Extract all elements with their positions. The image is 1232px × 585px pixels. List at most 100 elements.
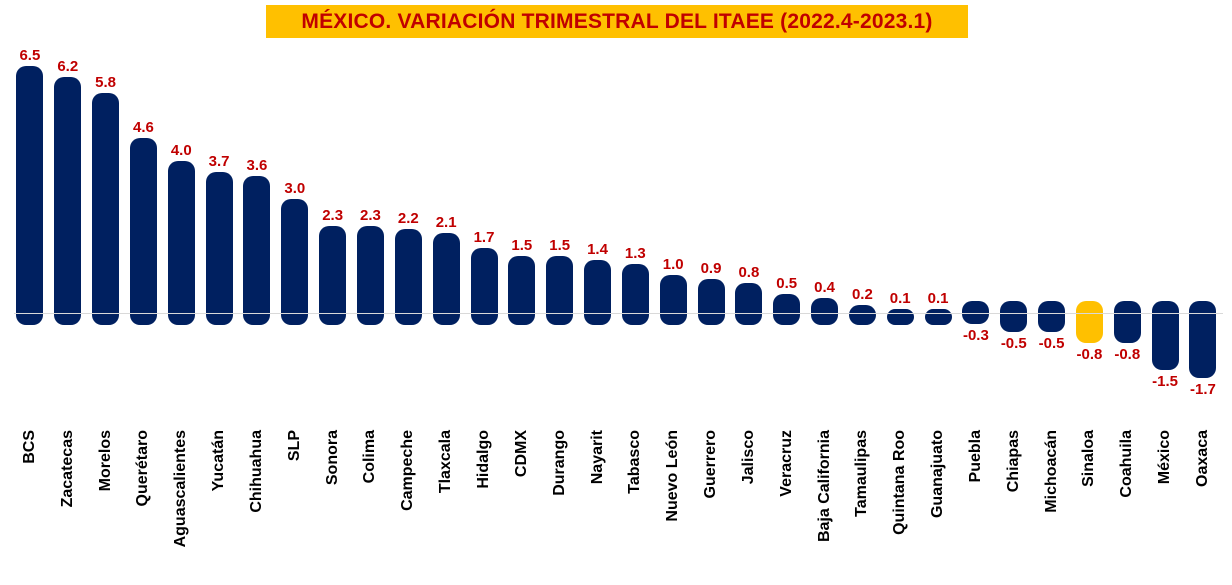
- category-label: Coahuila: [1118, 430, 1136, 498]
- value-label: 1.3: [624, 244, 646, 262]
- chart-title: MÉXICO. VARIACIÓN TRIMESTRAL DEL ITAEE (…: [266, 5, 968, 38]
- bar-michoacán: [1038, 301, 1066, 332]
- category-label: Aguascalientes: [172, 430, 190, 548]
- value-label: 0.1: [889, 290, 911, 308]
- bar-morelos: [92, 92, 120, 325]
- category-label: Oaxaca: [1193, 430, 1211, 487]
- value-label: 5.8: [95, 73, 117, 91]
- bar-tlaxcala: [432, 233, 460, 325]
- bar-colima: [356, 225, 384, 325]
- value-label: 0.8: [738, 263, 760, 281]
- bar-tabasco: [621, 263, 649, 325]
- category-label-cell: Guanajuato: [919, 430, 957, 582]
- bar-guanajuato: [924, 309, 952, 325]
- category-label-cell: Baja California: [806, 430, 844, 582]
- category-label-cell: Puebla: [957, 430, 995, 582]
- category-label: Guanajuato: [929, 430, 947, 519]
- bar-cdmx: [508, 256, 536, 325]
- category-label: CDMX: [512, 430, 530, 478]
- bar-yucatán: [205, 172, 233, 325]
- value-label: -1.5: [1152, 373, 1179, 390]
- category-label: Morelos: [96, 430, 114, 492]
- bar-coahuila: [1113, 301, 1141, 344]
- value-label: 2.1: [435, 214, 457, 232]
- category-label-cell: Coahuila: [1108, 430, 1146, 582]
- category-label-cell: Querétaro: [125, 430, 163, 582]
- value-label: -0.5: [1000, 335, 1027, 352]
- category-label: Quintana Roo: [891, 430, 909, 535]
- bar-puebla: [962, 301, 990, 325]
- category-label-cell: Jalisco: [730, 430, 768, 582]
- category-label: Durango: [550, 430, 568, 496]
- category-label-cell: SLP: [276, 430, 314, 582]
- category-label-cell: Chiapas: [995, 430, 1033, 582]
- category-label-cell: Yucatán: [200, 430, 238, 582]
- value-label: 0.4: [814, 278, 835, 296]
- category-label: Chiapas: [1004, 430, 1022, 493]
- category-label-cell: BCS: [11, 430, 49, 582]
- bar-veracruz: [773, 294, 801, 325]
- category-label-cell: Hidalgo: [465, 430, 503, 582]
- value-label: 1.5: [511, 237, 533, 254]
- value-label: 6.2: [57, 58, 79, 76]
- value-label: 0.1: [927, 290, 949, 308]
- bar-querétaro: [129, 138, 157, 325]
- value-label: 1.5: [549, 237, 571, 254]
- category-label-cell: Tamaulipas: [843, 430, 881, 582]
- category-label-cell: CDMX: [503, 430, 541, 582]
- category-label: México: [1156, 430, 1174, 485]
- value-label: -0.8: [1114, 346, 1141, 364]
- category-label-cell: Sinaloa: [1071, 430, 1109, 582]
- category-label: Hidalgo: [474, 430, 492, 489]
- category-label-cell: Tlaxcala: [427, 430, 465, 582]
- bar-bcs: [16, 66, 44, 325]
- bar-quintana-roo: [886, 309, 914, 325]
- bar-campeche: [394, 229, 422, 325]
- category-label-cell: Guerrero: [692, 430, 730, 582]
- value-label: -0.8: [1076, 346, 1103, 364]
- category-label-cell: Durango: [541, 430, 579, 582]
- value-label: 0.2: [851, 286, 873, 304]
- category-label: Yucatán: [210, 430, 228, 492]
- category-label-cell: Oaxaca: [1184, 430, 1222, 582]
- value-label: 4.0: [170, 142, 192, 159]
- bar-hidalgo: [470, 248, 498, 325]
- bar-durango: [546, 256, 574, 325]
- value-label: 1.0: [662, 256, 684, 273]
- category-label-cell: Morelos: [87, 430, 125, 582]
- bar-baja-california: [811, 297, 839, 325]
- bar-zacatecas: [54, 77, 82, 325]
- value-label: -0.3: [962, 327, 989, 345]
- category-label-cell: Quintana Roo: [881, 430, 919, 582]
- value-label: 3.6: [246, 157, 268, 175]
- category-label-cell: Campeche: [389, 430, 427, 582]
- category-label: Querétaro: [134, 430, 152, 507]
- bar-jalisco: [735, 282, 763, 325]
- category-label-cell: Nayarit: [579, 430, 617, 582]
- category-label: Tamaulipas: [853, 430, 871, 517]
- bar-sonora: [319, 225, 347, 325]
- category-label: Guerrero: [702, 430, 720, 499]
- category-label: Tlaxcala: [437, 430, 455, 494]
- bar-guerrero: [697, 278, 725, 325]
- category-label: Zacatecas: [58, 430, 76, 508]
- category-label: Campeche: [399, 430, 417, 511]
- category-label-cell: Aguascalientes: [162, 430, 200, 582]
- value-label: 3.7: [208, 153, 230, 171]
- category-label: BCS: [20, 430, 38, 464]
- value-label: 3.0: [284, 180, 306, 197]
- bar-tamaulipas: [848, 305, 876, 325]
- category-label-cell: Tabasco: [616, 430, 654, 582]
- category-label: Sinaloa: [1080, 430, 1098, 487]
- bar-méxico: [1151, 301, 1179, 370]
- bar-sinaloa: [1075, 301, 1103, 344]
- category-label: Puebla: [966, 430, 984, 483]
- category-label-cell: Sonora: [314, 430, 352, 582]
- value-label: 0.9: [700, 259, 722, 277]
- value-label: -0.5: [1038, 335, 1065, 352]
- category-label: Baja California: [815, 430, 833, 543]
- bar-aguascalientes: [167, 161, 195, 325]
- bar-nayarit: [584, 259, 612, 325]
- category-label: Veracruz: [777, 430, 795, 497]
